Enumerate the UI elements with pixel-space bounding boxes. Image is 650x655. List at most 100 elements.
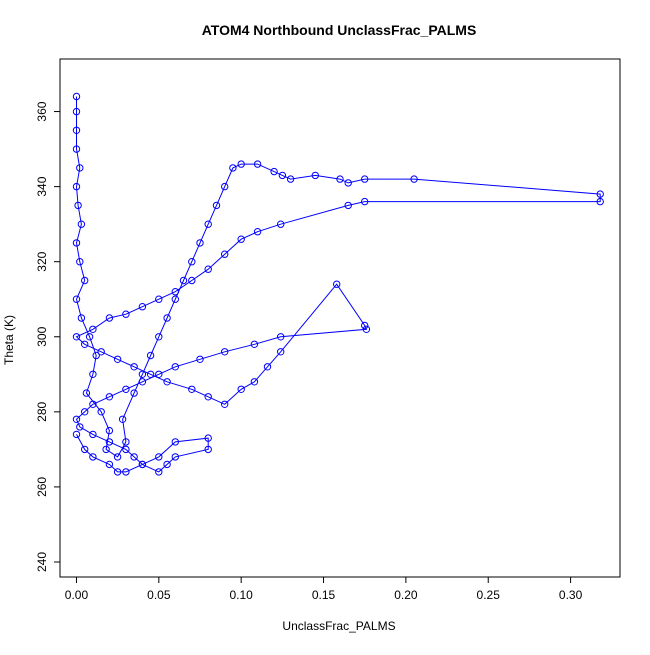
data-point bbox=[263, 363, 272, 371]
data-point bbox=[72, 126, 81, 135]
series-line bbox=[75, 96, 601, 473]
data-point bbox=[105, 393, 114, 401]
data-point bbox=[72, 333, 81, 341]
data-point bbox=[361, 175, 369, 183]
x-tick-label: 0.30 bbox=[559, 588, 583, 602]
plot-frame bbox=[59, 58, 621, 578]
data-point bbox=[596, 197, 604, 206]
data-point bbox=[221, 182, 229, 191]
data-point bbox=[72, 239, 81, 247]
x-tick-label: 0.15 bbox=[312, 588, 336, 602]
data-point bbox=[196, 355, 204, 363]
data-point bbox=[221, 348, 229, 356]
data-point bbox=[81, 340, 89, 348]
data-point bbox=[89, 325, 97, 333]
data-point bbox=[196, 239, 204, 247]
data-point bbox=[113, 468, 122, 476]
y-tick-label: 360 bbox=[35, 101, 49, 121]
data-point bbox=[188, 385, 196, 393]
data-point bbox=[344, 179, 352, 187]
data-point bbox=[333, 280, 341, 288]
data-point bbox=[81, 445, 89, 454]
x-tick-label: 0.25 bbox=[477, 588, 501, 602]
data-point bbox=[171, 363, 180, 371]
data-point bbox=[277, 220, 285, 228]
data-point bbox=[163, 378, 171, 386]
data-point bbox=[204, 220, 212, 228]
data-point bbox=[204, 393, 212, 401]
data-point bbox=[81, 276, 89, 285]
data-point bbox=[72, 145, 81, 153]
data-point bbox=[237, 235, 245, 243]
data-point bbox=[76, 423, 84, 431]
data-point bbox=[122, 310, 130, 318]
data-point bbox=[155, 453, 163, 461]
data-point bbox=[130, 389, 138, 397]
x-tick-label: 0.05 bbox=[147, 588, 171, 602]
y-tick-label: 280 bbox=[35, 402, 49, 422]
data-point bbox=[229, 164, 237, 172]
x-tick-label: 0.00 bbox=[65, 588, 89, 602]
data-point bbox=[163, 460, 171, 469]
data-point bbox=[77, 220, 86, 228]
data-point bbox=[74, 201, 82, 210]
data-point bbox=[72, 430, 81, 439]
data-point bbox=[82, 389, 91, 397]
data-point bbox=[596, 190, 604, 198]
data-point bbox=[270, 167, 278, 176]
data-point bbox=[410, 175, 418, 183]
data-point bbox=[155, 468, 163, 476]
data-point bbox=[105, 460, 114, 469]
data-point bbox=[89, 430, 97, 439]
data-point bbox=[344, 201, 352, 210]
data-point bbox=[179, 276, 188, 285]
data-point bbox=[138, 460, 147, 469]
data-point bbox=[113, 355, 122, 363]
data-point bbox=[89, 370, 97, 378]
x-tick-label: 0.10 bbox=[229, 588, 253, 602]
data-point bbox=[204, 445, 212, 454]
data-point bbox=[361, 197, 369, 206]
data-point bbox=[221, 400, 229, 408]
data-point bbox=[237, 160, 245, 168]
data-point bbox=[163, 314, 171, 322]
data-point bbox=[89, 400, 97, 408]
x-axis-ticks: 0.00 0.05 0.10 0.15 0.20 0.25 0.30 bbox=[65, 576, 583, 602]
data-point bbox=[105, 314, 114, 322]
data-point bbox=[130, 363, 138, 371]
data-point bbox=[138, 303, 147, 311]
y-tick-label: 340 bbox=[35, 176, 49, 196]
data-point bbox=[85, 333, 94, 341]
data-point bbox=[122, 468, 130, 476]
data-point bbox=[122, 438, 130, 446]
data-point bbox=[89, 453, 97, 461]
data-point bbox=[105, 426, 114, 435]
data-point bbox=[250, 340, 259, 348]
data-point bbox=[72, 92, 81, 101]
data-point bbox=[171, 295, 180, 303]
data-point bbox=[155, 295, 163, 303]
y-tick-label: 240 bbox=[35, 552, 49, 572]
data-point bbox=[253, 228, 262, 236]
data-point bbox=[336, 175, 344, 183]
y-tick-label: 260 bbox=[35, 477, 49, 497]
data-point bbox=[72, 415, 81, 423]
data-point bbox=[76, 164, 84, 172]
data-point bbox=[171, 453, 180, 461]
data-point bbox=[105, 438, 114, 446]
data-point bbox=[362, 325, 371, 333]
data-point bbox=[72, 107, 81, 116]
data-point bbox=[118, 415, 127, 423]
data-point bbox=[204, 265, 212, 273]
data-point bbox=[278, 171, 287, 180]
y-tick-label: 300 bbox=[35, 326, 49, 346]
data-point bbox=[221, 250, 229, 258]
data-point bbox=[286, 175, 295, 183]
data-point bbox=[155, 370, 163, 378]
data-point bbox=[171, 438, 180, 446]
data-point bbox=[188, 258, 196, 266]
data-point bbox=[146, 351, 155, 360]
